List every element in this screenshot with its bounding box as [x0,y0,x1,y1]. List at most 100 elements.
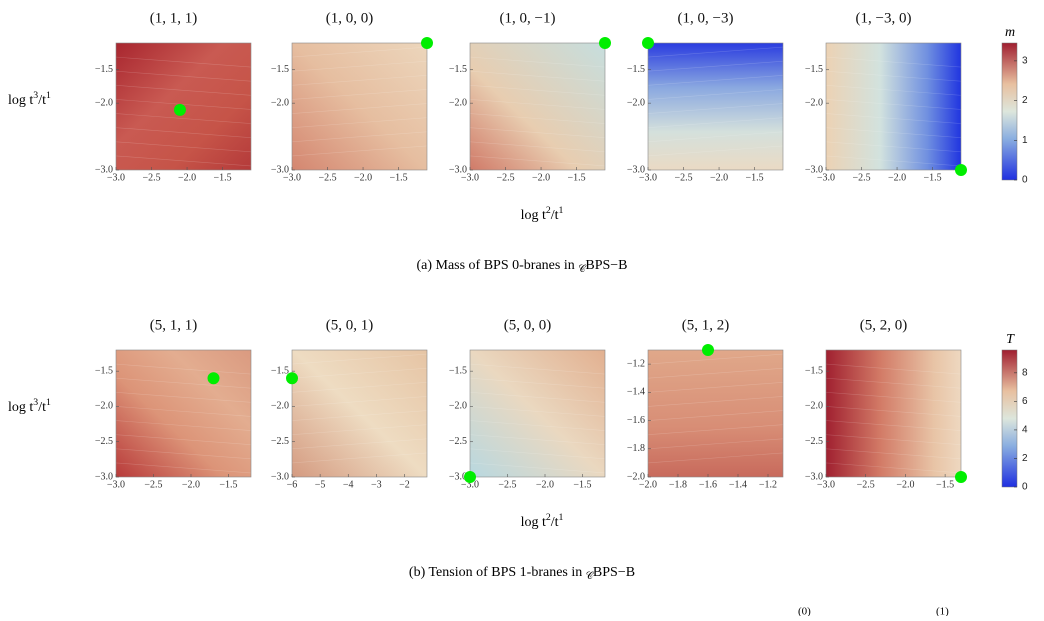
x-tick-label: −3.0 [461,479,479,490]
contour-line [647,131,784,143]
contour-line [647,46,784,58]
label-part: 𝒞 [586,571,595,582]
y-tick-label: −2.0 [449,401,467,412]
contour-line [647,438,784,450]
plot-frame [825,349,962,478]
extremum-point [642,37,654,49]
label-part: 1 [46,397,51,408]
label-part: log t [8,400,33,415]
contour-line [647,410,784,421]
label-part: /t [38,93,46,108]
label-part: /t [38,400,46,415]
contour-line [825,406,962,417]
contour-line [647,396,784,407]
contour-line [469,85,606,96]
contour-line [469,56,606,68]
contour-line [115,448,252,460]
footer-fragment: (1) [936,606,949,616]
label-part: 3 [33,397,38,408]
contour-line [469,434,606,445]
contour-line [291,145,428,157]
y-tick-label: −2.0 [271,97,289,108]
colorbar-tick-label: 6 [1022,396,1028,407]
x-tick-label: −1.5 [924,172,942,183]
colorbar-tick-label: 2 [1022,95,1028,106]
contour-line [825,127,962,138]
contour-line [469,155,606,167]
x-tick-label: −2.5 [142,172,160,183]
y-tick-label: −2.0 [95,97,113,108]
colorbar [1001,349,1018,488]
contour-line [469,113,606,124]
x-tick-label: −1.4 [729,479,747,490]
y-tick-label: −2.0 [805,401,823,412]
contour-line [115,85,252,96]
x-tick-label: −4 [343,479,354,490]
y-tick-label: −2.0 [627,471,645,482]
x-tick-label: −2.5 [857,479,875,490]
y-tick-label: −1.5 [95,64,113,75]
contour-line [291,75,428,86]
x-tick-label: −1.6 [699,479,717,490]
contour-line [647,145,784,157]
panel-title: (1, 0, −1) [500,10,556,26]
colorbar-tick-label: 1 [1022,135,1028,146]
x-tick-label: −2.0 [536,479,554,490]
x-tick-label: −2.0 [182,479,200,490]
x-tick-label: −3.0 [461,172,479,183]
colorbar-tick-label: 0 [1022,482,1028,493]
x-tick-label: −2.0 [888,172,906,183]
panel-title: (5, 0, 0) [504,317,552,333]
y-tick-label: −2.5 [271,436,289,447]
contour-field [826,43,961,170]
contour-line [825,420,962,431]
colorbar-tick-label: 3 [1022,56,1028,67]
x-tick-label: −2.0 [532,172,550,183]
contour-line [647,60,784,72]
contour-line [291,46,428,58]
label-part: 1 [559,512,564,523]
contour-line [115,377,252,389]
x-tick-label: −1.5 [568,172,586,183]
plot-frame [115,349,252,478]
y-tick-label: −1.8 [627,443,645,454]
colorbar-tick-label: 2 [1022,453,1028,464]
panel-title: (1, 0, −3) [678,10,734,26]
x-tick-label: −3.0 [107,172,125,183]
label-part: 3 [33,90,38,101]
y-tick-label: −3.0 [271,164,289,175]
y-tick-label: −3.0 [805,471,823,482]
contour-line [291,382,428,393]
colorbar-tick-label: 4 [1022,425,1028,436]
contour-line [291,131,428,143]
contour-field [648,43,783,170]
extremum-point [464,471,476,483]
label-part: /t [551,208,559,223]
label: log t3/t1 [8,90,51,108]
contour-line [825,377,962,389]
y-tick-label: −1.6 [627,415,645,426]
panel-title: (1, 1, 1) [150,10,198,26]
label-part: log t [8,93,33,108]
label-part: 1 [46,90,51,101]
contour-line [469,392,606,403]
panel-title: (1, −3, 0) [856,10,912,26]
x-tick-label: −2 [399,479,410,490]
y-tick-label: −3.0 [805,164,823,175]
y-tick-label: −1.5 [627,64,645,75]
contour-field [470,350,605,477]
contour-line [469,406,606,417]
y-tick-label: −2.0 [449,97,467,108]
contour-field [292,350,427,477]
label-part: BPS−B [585,258,627,273]
x-tick-label: −1.5 [219,479,237,490]
colorbar [1001,42,1018,181]
x-tick-label: −2.5 [496,172,514,183]
contour-line [647,424,784,435]
contour-line [291,396,428,407]
contour-line [647,103,784,114]
contour-line [647,89,784,100]
contour-line [825,113,962,124]
plot-frame [115,42,252,171]
label-part: 1 [559,205,564,216]
